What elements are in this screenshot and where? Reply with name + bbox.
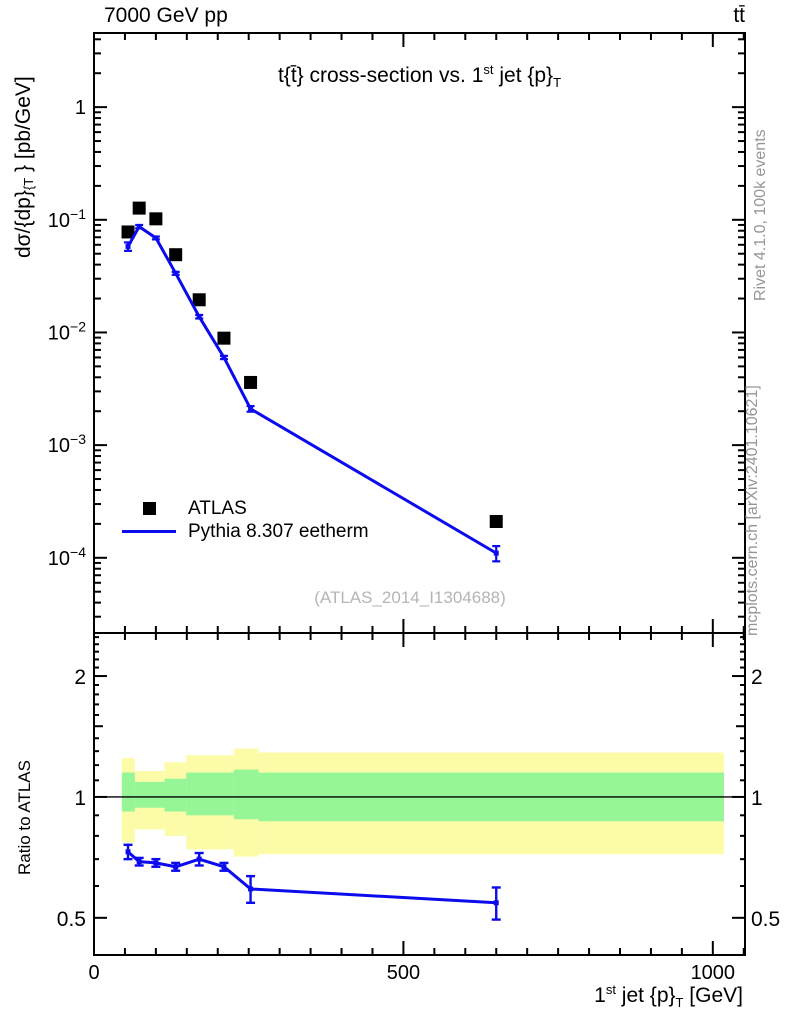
superscript: st	[483, 62, 494, 77]
atlas-data-point	[121, 225, 135, 239]
mc-point	[153, 235, 159, 241]
uncertainty-band-green	[233, 769, 259, 820]
collision-energy-label: 7000 GeV pp	[104, 4, 228, 27]
text-segment: [GeV]	[683, 984, 743, 1007]
ratio-tick-label-right: 1	[751, 787, 763, 810]
plot-title: t{t̄} cross-section vs. 1st jet {p}T	[94, 62, 745, 90]
text-segment: dσ/{dp}	[12, 190, 35, 258]
ratio-point	[493, 900, 499, 906]
rivet-version-note: Rivet 4.1.0, 100k events	[752, 129, 769, 301]
y-axis-tick-label: 10−2	[48, 318, 86, 344]
uncertainty-band-green	[134, 781, 165, 808]
superscript: st	[605, 982, 616, 997]
mc-point	[125, 243, 131, 249]
y-axis-tick-label: 10−4	[48, 544, 86, 570]
mc-point	[196, 314, 202, 320]
ratio-y-axis-title: Ratio to ATLAS	[15, 760, 34, 875]
mc-point	[493, 550, 499, 556]
ratio-tick-label-left: 0.5	[57, 908, 86, 931]
text-segment: 1	[594, 984, 606, 1007]
legend-label-atlas: ATLAS	[188, 497, 247, 519]
mc-point	[221, 354, 227, 360]
y-axis-tick-label: 1	[75, 97, 86, 119]
x-axis-tick-label: 0	[88, 962, 99, 984]
ratio-tick-label-right: 0.5	[751, 908, 780, 931]
mcplots-reference-note: mcplots.cern.ch [arXiv:2401.10621]	[744, 385, 761, 636]
main-panel-frame	[93, 32, 746, 634]
ratio-point	[221, 864, 227, 870]
line-marker-icon	[122, 530, 176, 533]
x-axis-tick-label: 500	[387, 962, 420, 984]
atlas-data-point	[169, 248, 183, 262]
ratio-point	[248, 886, 254, 892]
subscript: {T	[21, 177, 37, 191]
ratio-point	[136, 859, 142, 865]
subscript: T	[675, 995, 684, 1011]
legend-entry-atlas: ATLAS	[120, 497, 369, 520]
x-axis-title: 1st jet {p}T [GeV]	[594, 982, 743, 1010]
text-segment: } [pb/GeV]	[12, 76, 35, 178]
process-label: tt̄	[733, 4, 745, 27]
text-segment: jet {p}	[493, 64, 554, 87]
square-marker-icon	[142, 502, 156, 515]
subscript: T	[553, 75, 562, 91]
atlas-data-point	[489, 514, 503, 528]
ratio-point	[153, 860, 159, 866]
y-axis-tick-label: 10−3	[48, 431, 86, 457]
ratio-point	[196, 856, 202, 862]
legend-swatch	[120, 502, 178, 515]
legend-label-pythia: Pythia 8.307 eetherm	[188, 520, 369, 542]
mc-point	[173, 270, 179, 276]
ratio-tick-label-right: 2	[751, 666, 763, 689]
analysis-id-watermark: (ATLAS_2014_I1304688)	[314, 588, 506, 607]
ratio-tick-label-left: 1	[74, 787, 86, 810]
atlas-data-point	[192, 293, 206, 307]
text-segment: jet {p}	[615, 984, 676, 1007]
ratio-point	[125, 849, 131, 855]
ratio-panel-frame	[93, 632, 746, 956]
x-axis-tick-label: 1000	[691, 962, 736, 984]
mc-prediction-line	[126, 224, 497, 555]
uncertainty-band-green	[164, 778, 187, 812]
mc-point	[248, 406, 254, 412]
uncertainty-band-green	[121, 772, 135, 812]
ratio-line	[127, 850, 497, 905]
legend-entry-pythia: Pythia 8.307 eetherm	[120, 520, 369, 543]
mc-point	[136, 224, 142, 230]
text-segment: t{t̄} cross-section vs. 1	[277, 64, 484, 87]
ratio-tick-label-left: 2	[74, 666, 86, 689]
atlas-data-point	[217, 331, 231, 345]
atlas-data-point	[149, 212, 163, 226]
uncertainty-band-green	[186, 772, 234, 816]
atlas-data-point	[244, 375, 258, 389]
ratio-point	[173, 864, 179, 870]
legend: ATLAS Pythia 8.307 eetherm	[120, 497, 369, 543]
legend-swatch	[120, 530, 178, 533]
y-axis-tick-label: 10−1	[48, 206, 86, 232]
y-axis-title: dσ/{dp}{T } [pb/GeV]	[12, 30, 38, 258]
atlas-data-point	[132, 201, 146, 215]
